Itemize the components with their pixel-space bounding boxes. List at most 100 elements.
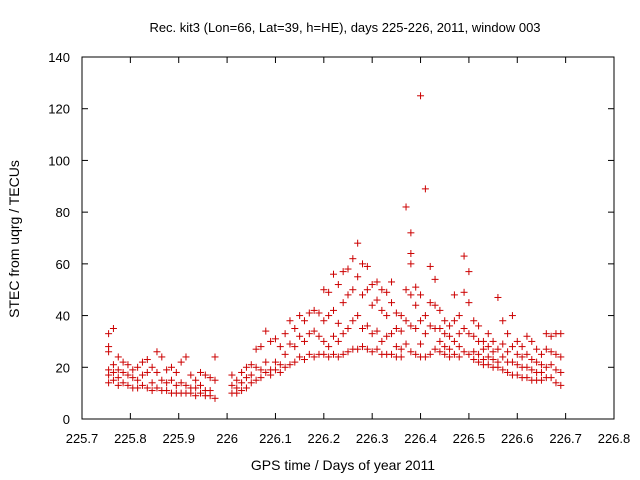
data-point-marker <box>296 353 304 361</box>
data-point-marker <box>300 356 308 364</box>
x-tick-label: 226.7 <box>549 431 582 446</box>
data-point-marker <box>310 306 318 314</box>
data-point-marker <box>211 353 219 361</box>
data-point-marker <box>315 332 323 340</box>
data-point-marker <box>211 394 219 402</box>
data-point-marker <box>460 288 468 296</box>
data-point-marker <box>484 361 492 369</box>
data-point-marker <box>344 265 352 273</box>
data-point-marker <box>407 322 415 330</box>
data-point-marker <box>475 322 483 330</box>
data-point-marker <box>402 317 410 325</box>
y-tick-label: 0 <box>63 412 70 427</box>
data-point-marker <box>119 379 127 387</box>
data-point-marker <box>105 371 113 379</box>
data-point-marker <box>359 291 367 299</box>
x-tick-label: 225.9 <box>162 431 195 446</box>
data-point-marker <box>552 379 560 387</box>
data-point-marker <box>373 278 381 286</box>
data-point-marker <box>460 252 468 260</box>
data-point-marker <box>114 353 122 361</box>
data-point-marker <box>206 374 214 382</box>
data-point-marker <box>148 379 156 387</box>
data-point-marker <box>383 312 391 320</box>
data-point-marker <box>247 361 255 369</box>
data-point-marker <box>305 350 313 358</box>
data-point-marker <box>523 363 531 371</box>
data-point-marker <box>359 343 367 351</box>
data-point-marker <box>105 379 113 387</box>
data-point-marker <box>334 281 342 289</box>
data-point-marker <box>187 389 195 397</box>
data-point-marker <box>247 379 255 387</box>
data-point-marker <box>109 376 117 384</box>
data-point-marker <box>192 384 200 392</box>
data-point-marker <box>201 371 209 379</box>
data-point-marker <box>138 358 146 366</box>
data-point-marker <box>373 327 381 335</box>
data-point-marker <box>489 337 497 345</box>
data-point-marker <box>547 374 555 382</box>
data-point-marker <box>233 389 241 397</box>
data-point-marker <box>465 350 473 358</box>
data-point-marker <box>354 273 362 281</box>
data-point-marker <box>450 337 458 345</box>
data-point-marker <box>281 350 289 358</box>
data-point-marker <box>537 376 545 384</box>
data-point-marker <box>504 348 512 356</box>
data-point-marker <box>325 353 333 361</box>
data-point-marker <box>300 317 308 325</box>
axis-ticks <box>81 56 615 420</box>
data-point-marker <box>475 358 483 366</box>
data-point-marker <box>417 92 425 100</box>
data-point-marker <box>431 275 439 283</box>
data-point-marker <box>267 337 275 345</box>
y-tick-label: 100 <box>48 153 70 168</box>
data-point-marker <box>320 350 328 358</box>
data-point-marker <box>129 366 137 374</box>
data-point-marker <box>242 374 250 382</box>
data-point-marker <box>344 348 352 356</box>
data-point-marker <box>163 366 171 374</box>
data-point-marker <box>242 384 250 392</box>
data-markers <box>105 92 565 402</box>
y-axis-label: STEC from uqrg / TECUs <box>6 160 22 318</box>
data-point-marker <box>412 283 420 291</box>
data-point-marker <box>518 343 526 351</box>
data-point-marker <box>315 309 323 317</box>
data-point-marker <box>238 379 246 387</box>
data-point-marker <box>397 353 405 361</box>
data-point-marker <box>484 330 492 338</box>
data-point-marker <box>431 345 439 353</box>
data-point-marker <box>460 325 468 332</box>
data-point-marker <box>523 332 531 340</box>
y-tick-label: 20 <box>56 360 70 375</box>
data-point-marker <box>281 330 289 338</box>
data-point-marker <box>378 337 386 345</box>
data-point-marker <box>368 330 376 338</box>
data-point-marker <box>271 366 279 374</box>
data-point-marker <box>339 350 347 358</box>
data-point-marker <box>310 353 318 361</box>
data-point-marker <box>494 363 502 371</box>
data-point-marker <box>334 337 342 345</box>
y-tick-label: 60 <box>56 257 70 272</box>
data-point-marker <box>153 384 161 392</box>
data-point-marker <box>238 368 246 376</box>
data-point-marker <box>363 286 371 294</box>
data-point-marker <box>533 358 541 366</box>
data-point-marker <box>470 332 478 340</box>
data-point-marker <box>196 368 204 376</box>
x-tick-label: 226 <box>216 431 238 446</box>
data-point-marker <box>513 350 521 358</box>
data-point-marker <box>455 330 463 338</box>
data-point-marker <box>257 343 265 351</box>
data-point-marker <box>114 366 122 374</box>
data-point-marker <box>542 345 550 353</box>
data-point-marker <box>349 317 357 325</box>
data-point-marker <box>296 312 304 320</box>
data-point-marker <box>383 288 391 296</box>
data-point-marker <box>339 330 347 338</box>
data-point-marker <box>206 392 214 400</box>
data-point-marker <box>286 340 294 348</box>
